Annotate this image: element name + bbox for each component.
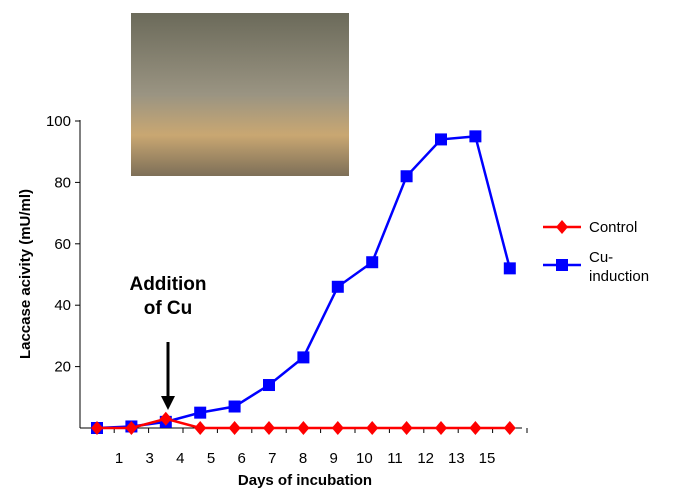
x-tick-label: 1	[115, 450, 123, 467]
x-tick-label: 9	[329, 450, 337, 467]
y-tick-label: 20	[54, 359, 71, 376]
legend-label: Control	[589, 219, 637, 236]
marker	[366, 421, 379, 435]
marker	[297, 351, 310, 364]
marker	[263, 421, 275, 435]
marker	[125, 421, 138, 435]
x-tick-label: 15	[479, 450, 496, 467]
legend-label: Cu-induction	[589, 249, 650, 285]
marker	[503, 421, 516, 435]
marker	[400, 170, 413, 183]
arrow-head	[161, 396, 175, 410]
marker	[469, 421, 482, 435]
marker	[228, 421, 241, 435]
marker	[331, 280, 344, 293]
y-tick-label: 100	[46, 113, 71, 130]
x-tick-label: 7	[268, 450, 276, 467]
marker	[435, 133, 447, 146]
x-tick-label: 4	[176, 450, 184, 467]
marker	[91, 421, 103, 435]
marker	[435, 421, 447, 435]
legend-marker	[556, 259, 568, 271]
y-axis-title: Laccase acivity (mU/ml)	[17, 189, 34, 359]
marker	[331, 421, 344, 435]
marker	[503, 262, 516, 275]
y-tick-label: 80	[54, 174, 71, 191]
marker	[228, 400, 241, 413]
marker	[297, 421, 310, 435]
photo	[131, 13, 349, 176]
marker	[400, 421, 413, 435]
x-tick-label: 11	[387, 450, 403, 467]
annotation: Addition of Cu	[129, 274, 206, 319]
marker	[159, 411, 172, 426]
marker	[194, 406, 207, 419]
marker	[469, 130, 482, 143]
x-axis-title: Days of incubation	[238, 472, 372, 489]
x-tick-label: 8	[299, 450, 307, 467]
marker	[263, 379, 275, 392]
x-tick-label: 12	[417, 450, 434, 467]
x-tick-label: 10	[356, 450, 373, 467]
y-tick-label: 60	[54, 236, 71, 253]
legend-marker	[556, 220, 568, 234]
x-tick-label: 6	[237, 450, 245, 467]
x-tick-label: 13	[448, 450, 465, 467]
x-tick-label: 3	[145, 450, 153, 467]
y-tick-label: 40	[54, 297, 71, 314]
x-tick-label: 5	[207, 450, 215, 467]
marker	[194, 421, 207, 435]
marker	[366, 256, 379, 269]
